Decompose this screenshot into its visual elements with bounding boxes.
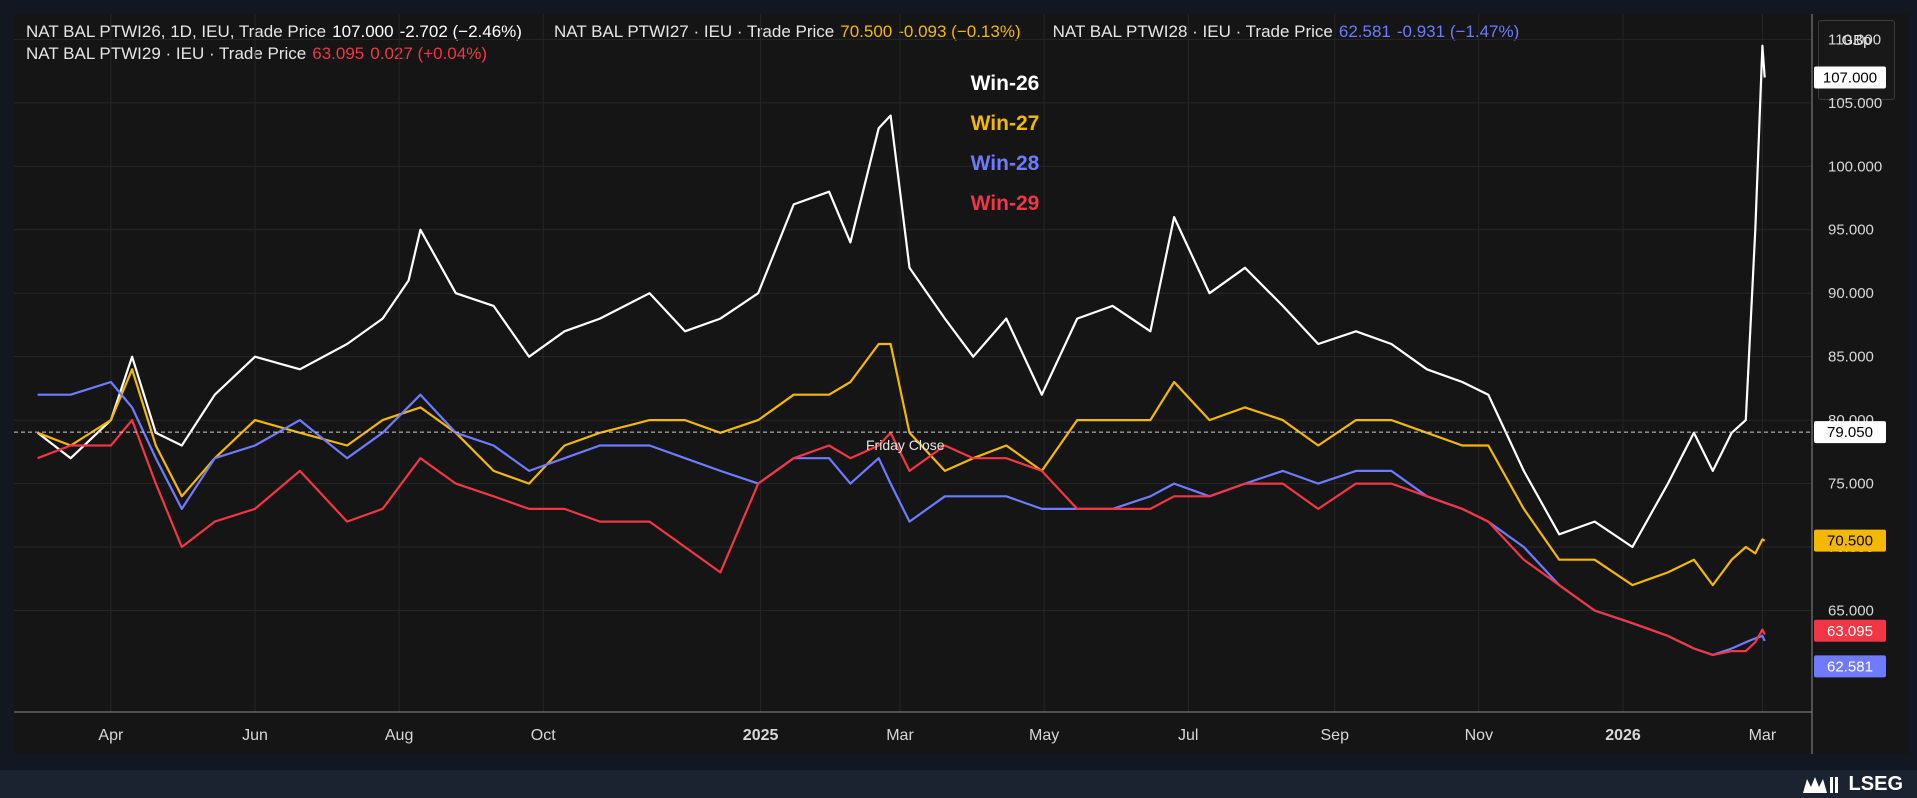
y-tick-label: 65.000 (1828, 602, 1874, 619)
x-tick-label: Nov (1465, 727, 1493, 744)
series-header-price: 107.000 (332, 22, 394, 41)
last-price-label-box (1814, 655, 1886, 678)
chart-grid (14, 14, 1812, 712)
x-tick-label: Jun (242, 727, 268, 744)
series-header-change: -0.093 (−0.13%) (898, 22, 1021, 41)
series-line-win-28 (37, 380, 1766, 656)
x-tick-label: Mar (1749, 727, 1777, 744)
x-tick-label: Oct (531, 727, 556, 744)
reference-line-group: Friday Close (14, 431, 1812, 453)
last-price-label: 63.095 (1827, 623, 1873, 640)
y-axis-ticks: 65.00070.00075.00080.00085.00090.00095.0… (1828, 31, 1882, 619)
y-tick-label: 85.000 (1828, 349, 1874, 366)
x-tick-label: 2025 (743, 727, 779, 744)
series-header-name: NAT BAL PTWI28 · IEU · Trade Price (1052, 22, 1333, 41)
legend-entry: Win-26 (971, 72, 1040, 95)
series-header-item[interactable]: NAT BAL PTWI26, 1D, IEU, Trade Price 107.… (26, 22, 528, 41)
y-tick-label: 95.000 (1828, 222, 1874, 239)
logo-text: LSEG (1848, 772, 1903, 795)
series-line-win-29 (37, 419, 1766, 656)
bottom-bar (0, 770, 1917, 798)
series-header-name: NAT BAL PTWI27 · IEU · Trade Price (553, 22, 835, 41)
x-tick-label: Mar (886, 727, 914, 744)
last-price-label-box (1814, 66, 1886, 89)
y-tick-label: 75.000 (1828, 476, 1874, 493)
y-tick-label: 110.000 (1828, 31, 1881, 48)
legend-entry: Win-27 (971, 112, 1040, 135)
x-tick-label: May (1029, 727, 1059, 744)
series-line-win-26 (36, 44, 1766, 549)
reference-price-label: 79.050 (1827, 424, 1873, 441)
last-price-label: 62.581 (1827, 658, 1873, 675)
y-tick-label: 90.000 (1828, 285, 1874, 302)
x-tick-label: Sep (1321, 727, 1350, 744)
x-tick-label: 2026 (1605, 727, 1641, 744)
series-header-name: NAT BAL PTWI29 · IEU · Trade Price (26, 44, 307, 63)
series-header-price: 63.095 (312, 44, 365, 63)
last-price-label-box (1814, 529, 1886, 552)
y-tick-label: 105.000 (1828, 95, 1882, 112)
series-header-item[interactable]: NAT BAL PTWI28 · IEU · Trade Price 62.581… (1053, 22, 1526, 41)
x-tick-label: Apr (98, 727, 124, 744)
series-header-name: NAT BAL PTWI26, 1D, IEU, Trade Price (26, 22, 327, 41)
currency-label: GBp (1841, 32, 1872, 49)
series-line-win-27 (37, 342, 1766, 587)
last-price-labels: 79.050 107.000 70.500 62.581 63.095 (1814, 66, 1886, 678)
series-lines (36, 44, 1766, 656)
lseg-emblem-icon (1802, 777, 1838, 793)
chart-legend: Win-26 Win-27 Win-28 Win-29 (971, 72, 1040, 215)
series-header-price: 70.500 (840, 22, 893, 41)
header-row-1: NAT BAL PTWI26, 1D, IEU, Trade Price 107.… (26, 22, 1551, 42)
series-header-price: 62.581 (1338, 22, 1391, 41)
last-price-label: 107.000 (1823, 69, 1877, 86)
last-price-label-box (1814, 619, 1886, 642)
y-tick-label: 100.000 (1828, 158, 1882, 175)
axis-lines (14, 14, 1813, 754)
x-axis-ticks: Apr Jun Aug Oct 2025 Mar May Jul Sep Nov 2026 Mar (98, 727, 1776, 744)
x-tick-label: Aug (385, 727, 413, 744)
legend-entry: Win-29 (971, 192, 1040, 215)
reference-annotation: Friday Close (866, 437, 945, 453)
lseg-logo: LSEG (1801, 772, 1903, 796)
chart-panel (14, 14, 1909, 754)
x-tick-label: Jul (1178, 727, 1198, 744)
last-price-label: 70.500 (1827, 533, 1873, 550)
series-header-change: -0.931 (−1.47%) (1396, 22, 1520, 41)
series-header-item[interactable]: NAT BAL PTWI27 · IEU · Trade Price 70.500… (554, 22, 1027, 41)
legend-entry: Win-28 (971, 152, 1040, 175)
series-header-change: -2.702 (−2.46%) (399, 22, 522, 41)
reference-price-label-box (1814, 421, 1886, 444)
